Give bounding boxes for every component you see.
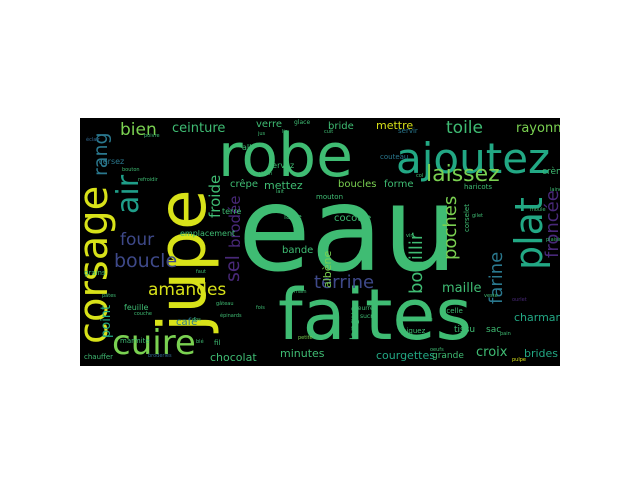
word-toile: toile	[446, 118, 483, 138]
word-fil: fil	[214, 339, 221, 347]
word-chocolat: chocolat	[210, 351, 257, 364]
word-servez: servez	[268, 161, 295, 170]
word-faut: faut	[196, 269, 206, 275]
word-epinards: épinards	[220, 313, 242, 319]
word-haricots: haricots	[464, 183, 493, 191]
word-faites: faites	[278, 274, 472, 356]
word-amandes: amandes	[148, 280, 227, 300]
word-beurre: beurre	[354, 305, 374, 312]
word-all: all	[242, 143, 252, 152]
word-refroidir: refroidir	[138, 177, 158, 183]
word-verre: verre	[256, 119, 283, 130]
word-crepe: crêpe	[230, 179, 259, 190]
word-couteau: couteau	[380, 153, 409, 161]
word-sel: sel	[222, 255, 244, 282]
word-ficelle: ficelle	[442, 307, 463, 315]
word-brides: brides	[524, 347, 559, 360]
word-bride: bride	[328, 121, 354, 132]
word-mouton: mouton	[316, 193, 344, 201]
word-bouillir: bouillir	[406, 232, 427, 294]
word-glace: glace	[294, 119, 311, 126]
word-versez: versez	[98, 157, 125, 166]
word-laissez: laissez	[426, 162, 500, 187]
word-grande: grande	[432, 351, 464, 361]
word-lait: lait	[276, 189, 284, 195]
word-maille: maille	[442, 281, 482, 296]
word-sac: sac	[486, 325, 502, 335]
word-emplacement: emplacement	[180, 229, 236, 238]
word-froncee: froncée	[542, 190, 560, 258]
word-ourlet: ourlet	[512, 297, 527, 303]
word-plaisir: plaisir	[546, 237, 560, 243]
word-cuit: cuit	[324, 129, 334, 135]
word-oeufs: oeufs	[430, 347, 444, 353]
word-courgettes: courgettes	[376, 349, 435, 362]
word-charmante: charmante	[514, 311, 560, 324]
word-ceinture: ceinture	[172, 121, 226, 136]
word-bien: bien	[120, 120, 157, 140]
word-piquez: piquez	[402, 327, 426, 335]
word-terrine: terrine	[314, 272, 375, 293]
word-cafe: café	[176, 317, 198, 328]
word-croix: croix	[476, 345, 508, 360]
word-vin: vin	[406, 233, 414, 239]
word-pain: pain	[500, 331, 511, 337]
word-pulpe: pulpe	[512, 357, 526, 363]
word-boucle: boucle	[114, 250, 178, 272]
word-forme: forme	[384, 179, 414, 190]
word-point: point	[99, 304, 114, 338]
word-sucre: sucre	[360, 313, 377, 320]
word-col: col	[416, 173, 424, 179]
word-albene: albène	[321, 250, 334, 288]
word-terre: terre	[222, 207, 242, 216]
word-laine: laine	[550, 187, 560, 193]
word-fois: fois	[256, 305, 265, 311]
word-ble: blé	[196, 339, 204, 345]
word-poches: poches	[440, 195, 461, 260]
word-mettre: mettre	[376, 119, 414, 132]
word-four: four	[120, 230, 155, 250]
word-brodee: brodée	[226, 195, 244, 248]
word-grains: grains	[84, 269, 106, 277]
word-bande: bande	[282, 245, 314, 256]
word-veste: veste	[484, 293, 498, 299]
word-boucles: boucles	[338, 179, 377, 190]
word-moule: moule	[530, 207, 546, 213]
word-eau: eau	[238, 160, 458, 298]
word-tissu: tissu	[454, 325, 476, 335]
word-broderies: broderies	[148, 353, 172, 359]
word-large: large	[284, 213, 302, 221]
word-eclair: éclair	[86, 137, 100, 143]
word-rayonne: rayonne	[516, 121, 560, 136]
word-cocotte: cocotte	[334, 213, 372, 224]
word-ajoutez: ajoutez	[396, 134, 551, 183]
word-chauffer: chauffer	[84, 353, 114, 361]
word-dos: dos	[192, 317, 201, 323]
word-jus: jus	[258, 131, 266, 137]
word-marmite: marmite	[120, 337, 150, 345]
word-servir: servir	[398, 127, 418, 135]
word-pates: pâtes	[102, 293, 116, 299]
word-corselet: corselet	[463, 204, 471, 232]
word-bouton: bouton	[122, 167, 140, 173]
word-citron: citron	[258, 171, 273, 177]
word-petite: petite	[298, 335, 313, 341]
word-gateau: gâteau	[216, 301, 234, 307]
word-creme: crème	[542, 167, 560, 177]
word-main: main	[294, 289, 307, 295]
word-poivre: poivre	[144, 133, 160, 139]
word-feuille: feuille	[124, 303, 149, 312]
word-couche: couche	[134, 311, 152, 317]
word-gilet: gilet	[472, 213, 483, 219]
word-froide: froide	[206, 174, 224, 218]
word-minutes: minutes	[280, 347, 325, 360]
word-robe: robe	[218, 121, 354, 191]
word-cuire: cuire	[112, 323, 196, 363]
word-lin: lin	[282, 129, 288, 135]
word-sauce: sauce	[418, 317, 433, 323]
word-cloud: eau faites robe jupe ajoutez corsage cui…	[80, 118, 560, 366]
word-mettez: mettez	[264, 179, 303, 192]
